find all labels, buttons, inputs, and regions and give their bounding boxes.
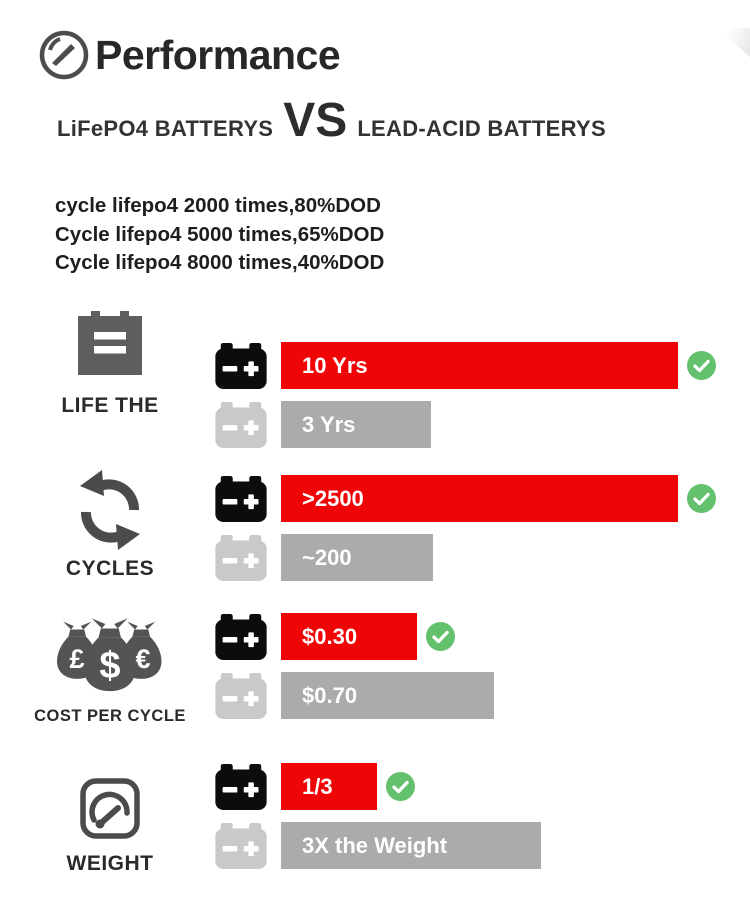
battery-icon bbox=[215, 535, 267, 581]
category-label: LIFE THE bbox=[61, 394, 159, 417]
check-icon bbox=[386, 772, 415, 801]
category-label: CYCLES bbox=[65, 557, 155, 580]
battery-icon bbox=[215, 402, 267, 448]
category-cycles: CYCLES bbox=[26, 468, 194, 581]
dod-note-line-2: Cycle lifepo4 5000 times,65%DOD bbox=[55, 222, 385, 246]
bar-value: >2500 bbox=[302, 485, 364, 511]
scale-gauge-icon bbox=[80, 777, 140, 839]
bar-line-leadacid: 3X the Weight bbox=[215, 822, 541, 869]
dod-note-line-3: Cycle lifepo4 8000 times,40%DOD bbox=[55, 251, 385, 275]
battery-level-icon bbox=[76, 311, 144, 375]
bar-value: 10 Yrs bbox=[302, 352, 368, 378]
bar-line-leadacid: ~200 bbox=[215, 534, 433, 581]
value-bar-lifepo4: 1/3 bbox=[281, 763, 377, 810]
battery-icon bbox=[215, 476, 267, 522]
bar-line-lifepo4: 10 Yrs bbox=[215, 342, 716, 389]
check-icon bbox=[426, 622, 455, 651]
page-title: Performance bbox=[95, 31, 341, 78]
bar-line-leadacid: 3 Yrs bbox=[215, 401, 431, 448]
page-corner-fold bbox=[717, 28, 750, 57]
bar-line-lifepo4: >2500 bbox=[215, 475, 716, 522]
check-icon bbox=[687, 484, 716, 513]
versus-right-label: LEAD-ACID BATTERYS bbox=[357, 116, 606, 141]
value-bar-lifepo4: 10 Yrs bbox=[281, 342, 678, 389]
bar-line-lifepo4: $0.30 bbox=[215, 613, 455, 660]
money-bags-icon: £ € $ bbox=[57, 610, 163, 698]
value-bar-lifepo4: >2500 bbox=[281, 475, 678, 522]
bar-value: 1/3 bbox=[302, 773, 333, 799]
svg-text:£: £ bbox=[69, 644, 84, 674]
battery-icon bbox=[215, 343, 267, 389]
battery-icon bbox=[215, 823, 267, 869]
svg-text:€: € bbox=[135, 644, 150, 674]
bar-line-lifepo4: 1/3 bbox=[215, 763, 415, 810]
category-label: WEIGHT bbox=[66, 852, 154, 875]
bar-line-leadacid: $0.70 bbox=[215, 672, 494, 719]
svg-text:$: $ bbox=[99, 645, 120, 687]
header: Performance bbox=[38, 29, 341, 81]
bar-value: 3 Yrs bbox=[302, 411, 356, 437]
value-bar-lifepo4: $0.30 bbox=[281, 613, 417, 660]
value-bar-leadacid: 3X the Weight bbox=[281, 822, 541, 869]
speedometer-icon bbox=[38, 29, 90, 81]
value-bar-leadacid: ~200 bbox=[281, 534, 433, 581]
recycle-arrows-icon bbox=[75, 468, 145, 552]
category-life: LIFE THE bbox=[26, 311, 194, 418]
value-bar-leadacid: 3 Yrs bbox=[281, 401, 431, 448]
battery-icon bbox=[215, 673, 267, 719]
check-icon bbox=[687, 351, 716, 380]
value-bar-leadacid: $0.70 bbox=[281, 672, 494, 719]
dod-note-line-1: cycle lifepo4 2000 times,80%DOD bbox=[55, 194, 381, 217]
versus-line: LiFePO4 BATTERYS VS LEAD-ACID BATTERYS bbox=[57, 97, 606, 145]
battery-icon bbox=[215, 764, 267, 810]
battery-icon bbox=[215, 614, 267, 660]
versus-left-label: LiFePO4 BATTERYS bbox=[57, 116, 274, 141]
bar-value: $0.30 bbox=[302, 623, 358, 649]
category-label: COST PER CYCLE bbox=[34, 707, 186, 725]
dod-notes: cycle lifepo4 2000 times,80%DOD Cycle li… bbox=[55, 192, 384, 278]
category-weight: WEIGHT bbox=[26, 777, 194, 876]
bar-value: ~200 bbox=[302, 544, 352, 570]
category-cost: £ € $ COST PER CYCLE bbox=[26, 610, 194, 726]
bar-value: 3X the Weight bbox=[302, 832, 448, 858]
versus-vs-label: VS bbox=[283, 94, 348, 147]
bar-value: $0.70 bbox=[302, 682, 358, 708]
